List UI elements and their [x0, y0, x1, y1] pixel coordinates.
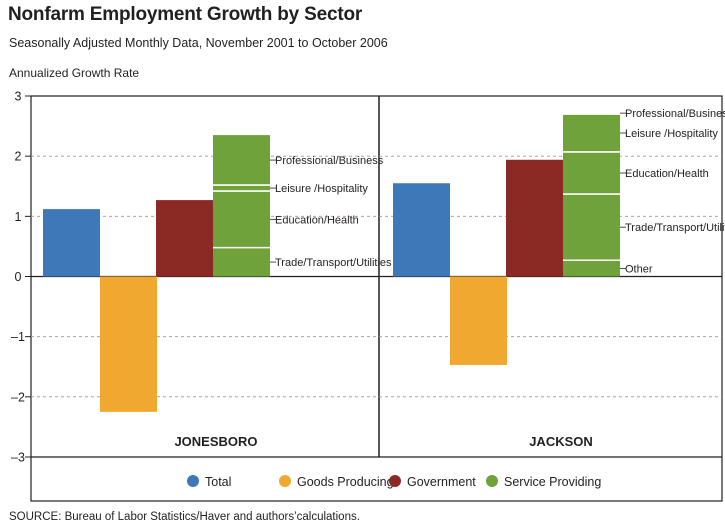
bar-total	[43, 209, 100, 277]
panel-label: JONESBORO	[174, 434, 257, 449]
segment-label: Leisure /Hospitality	[275, 183, 368, 195]
segment-label: Leisure /Hospitality	[625, 128, 718, 140]
y-tick-label: 3	[15, 90, 22, 104]
legend-swatch	[279, 475, 291, 487]
legend-label: Total	[205, 475, 231, 489]
legend-label: Goods Producing	[297, 475, 394, 489]
bar-government	[506, 159, 563, 277]
bar-government	[156, 200, 213, 277]
bar-goods-producing	[450, 276, 507, 365]
source-note: SOURCE: Bureau of Labor Statistics/Haver…	[9, 511, 360, 523]
y-tick-label: 1	[15, 210, 22, 224]
chart-title: Nonfarm Employment Growth by Sector	[8, 4, 363, 25]
legend-swatch	[187, 475, 199, 487]
bar-total	[393, 183, 450, 277]
segment-label: Trade/Transport/Utilities	[625, 222, 725, 234]
y-tick-label: 0	[15, 270, 22, 284]
legend-label: Service Providing	[504, 475, 601, 489]
y-tick-label: 2	[15, 150, 22, 164]
legend-label: Government	[407, 475, 476, 489]
bar-service-providing	[213, 135, 270, 277]
legend-swatch	[486, 475, 498, 487]
segment-label: Trade/Transport/Utilities	[275, 257, 392, 269]
segment-label: Professional/Business	[275, 155, 384, 167]
chart-subtitle: Seasonally Adjusted Monthly Data, Novemb…	[9, 36, 388, 50]
panel-label: JACKSON	[529, 434, 593, 449]
y-tick-label: –3	[11, 451, 25, 465]
bar-service-providing	[563, 114, 620, 277]
segment-label: Professional/Business	[625, 108, 725, 120]
bar-goods-producing	[100, 276, 157, 412]
y-tick-label: –2	[11, 390, 25, 404]
y-tick-label: –1	[11, 330, 25, 344]
segment-label: Other	[625, 263, 653, 275]
y-axis-label: Annualized Growth Rate	[9, 66, 140, 80]
segment-label: Education/Health	[275, 214, 359, 226]
legend-swatch	[389, 475, 401, 487]
plot-frame	[30, 95, 723, 502]
segment-label: Education/Health	[625, 168, 709, 180]
